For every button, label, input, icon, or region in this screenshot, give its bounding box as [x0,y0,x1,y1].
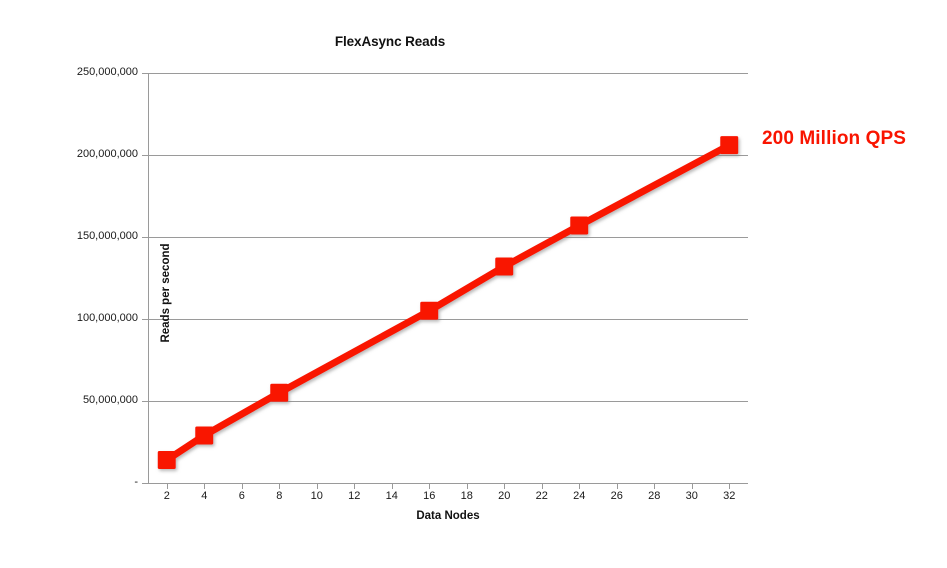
y-axis-tick-label: 150,000,000 [76,230,138,242]
plot-area: Reads per second [148,73,748,483]
y-axis-tick-label: 50,000,000 [82,394,138,406]
x-axis-tick [504,483,506,489]
x-axis-tick-label: 6 [238,490,245,502]
x-axis-tick [691,483,693,489]
x-axis-line [148,483,748,484]
x-axis-tick-label: 8 [276,490,283,502]
gridline [148,237,748,238]
gridline [148,155,748,156]
x-axis-tick [429,483,431,489]
x-axis-tick [204,483,206,489]
x-axis-title: Data Nodes [416,510,480,522]
y-axis-tick-label: 100,000,000 [76,312,138,324]
y-axis-tick [142,237,148,238]
x-axis-tick-label: 18 [460,490,473,502]
x-axis-tick-label: 32 [723,490,736,502]
gridline [148,401,748,402]
x-axis-tick [654,483,656,489]
y-axis-tick [142,483,148,484]
y-axis-tick-label: 200,000,000 [76,148,138,160]
x-axis-tick [616,483,618,489]
x-axis-tick-label: 4 [201,490,208,502]
x-axis-tick-label: 2 [163,490,170,502]
x-axis-tick-label: 30 [685,490,698,502]
x-axis-tick-label: 26 [610,490,623,502]
x-axis-tick-label: 24 [573,490,586,502]
y-axis-tick [142,401,148,402]
x-axis-tick-label: 16 [423,490,436,502]
x-axis-tick-label: 28 [648,490,661,502]
x-axis-tick-label: 14 [385,490,398,502]
x-axis-tick [316,483,318,489]
y-axis-tick [142,155,148,156]
x-axis-tick [729,483,731,489]
annotation-200-million-qps: 200 Million QPS [762,128,907,149]
x-axis-tick-label: 20 [498,490,511,502]
y-axis-line [148,73,149,484]
gridline [148,73,748,74]
gridline [148,319,748,320]
x-axis-tick [166,483,168,489]
x-axis-tick [541,483,543,489]
y-axis-tick [142,319,148,320]
x-axis-tick-label: 22 [535,490,548,502]
x-axis-tick-label: 12 [348,490,361,502]
x-axis-tick [391,483,393,489]
x-axis-tick [466,483,468,489]
x-axis-tick [579,483,581,489]
x-axis-tick [354,483,356,489]
y-axis-tick-label: - [134,476,138,488]
y-axis-tick-label: 250,000,000 [76,66,138,78]
chart-title: FlexAsync Reads [334,34,446,49]
x-axis-tick-label: 10 [310,490,323,502]
y-axis-tick [142,73,148,74]
x-axis-tick [279,483,281,489]
x-axis-tick [241,483,243,489]
y-axis-title: Reads per second [160,243,172,343]
